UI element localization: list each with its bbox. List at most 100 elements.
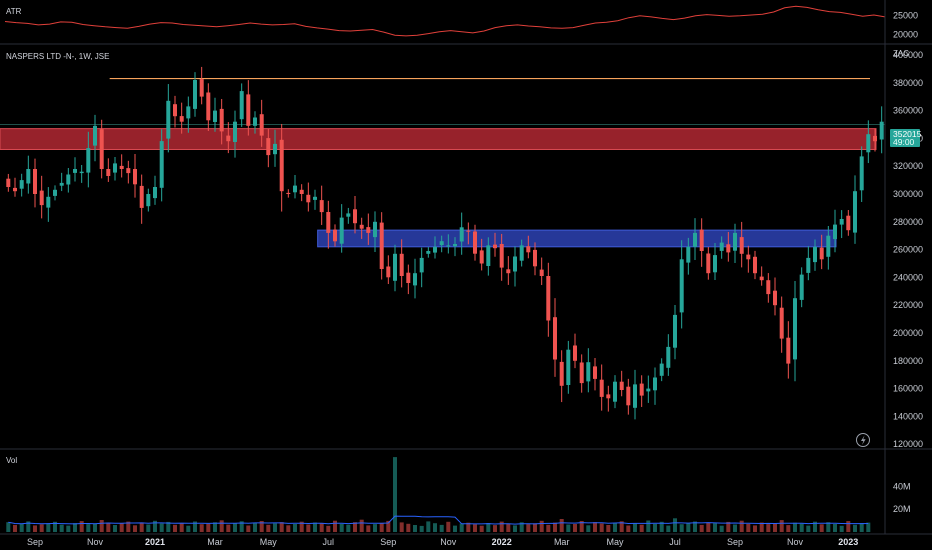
lightning-icon[interactable] (856, 433, 870, 447)
candle-body (13, 187, 17, 192)
volume-bar (133, 525, 137, 532)
candle-body (739, 237, 744, 254)
candle-body (599, 379, 604, 397)
candle-body (393, 253, 397, 281)
volume-title: Vol (6, 456, 17, 465)
candle (559, 350, 564, 403)
candle-body (499, 244, 504, 268)
candle (246, 80, 251, 136)
volume-bar (733, 524, 737, 532)
volume-bar (79, 521, 84, 532)
candle (739, 221, 744, 268)
candle-body (139, 185, 144, 208)
candle (499, 233, 504, 281)
candle (866, 120, 871, 164)
candle-body (253, 117, 257, 126)
candle-body (339, 217, 344, 244)
candle (853, 175, 857, 244)
candle-body (126, 168, 131, 174)
volume-bar (413, 525, 417, 532)
candle-body (6, 178, 11, 187)
candle-body (273, 143, 277, 155)
volume-bar (546, 524, 551, 532)
candle-body (639, 383, 644, 396)
candle (273, 129, 277, 167)
volume-bar (166, 521, 171, 532)
volume-bar (333, 520, 337, 532)
candle-body (79, 171, 84, 174)
volume-bar (826, 522, 831, 532)
atr-tick-label: 20000 (893, 29, 918, 39)
candle (46, 187, 51, 222)
candle (193, 72, 197, 117)
candle-body (579, 362, 584, 384)
volume-bar (266, 524, 271, 532)
candle (299, 184, 304, 202)
candle (93, 114, 97, 162)
candle-body (366, 227, 371, 233)
candle-body (519, 245, 524, 261)
time-axis-label: Nov (440, 537, 457, 547)
volume-bar (539, 520, 544, 532)
last-price-tag: 352015 49:00 (890, 129, 922, 147)
candle-body (239, 91, 244, 120)
volume-tick-label: 40M (893, 481, 911, 491)
volume-bar (813, 521, 817, 532)
candle (726, 231, 731, 262)
volume-bar (553, 522, 557, 532)
volume-bar (459, 523, 464, 532)
volume-bar (139, 522, 144, 532)
candle-body (699, 229, 704, 251)
candle (693, 218, 697, 261)
candle (613, 375, 617, 409)
volume-bar (386, 520, 391, 532)
candle (459, 212, 464, 255)
candle (286, 189, 291, 198)
volume-bar (466, 522, 471, 532)
price-tick-label: 240000 (893, 272, 923, 282)
candle-body (673, 314, 677, 348)
volume-bar (673, 518, 677, 532)
candle (433, 236, 437, 259)
candle (699, 218, 704, 267)
volume-bar (419, 525, 424, 532)
volume-bar (666, 525, 671, 532)
time-axis-label: Mar (207, 537, 223, 547)
candle-body (306, 194, 311, 203)
volume-bar (179, 523, 184, 532)
candle-body (226, 135, 231, 142)
candle-body (853, 191, 857, 233)
volume-bar (353, 522, 357, 532)
candle-body (566, 349, 571, 385)
candle-body (746, 254, 751, 260)
candle (633, 369, 637, 420)
last-price-value: 352015 (893, 129, 922, 139)
volume-bar (259, 521, 264, 532)
candle-body (193, 80, 197, 109)
lightning-icon-bolt (861, 435, 866, 445)
volume-bar (479, 525, 484, 532)
volume-bar (519, 522, 524, 532)
volume-bar (473, 524, 477, 532)
candle-body (753, 256, 757, 274)
candle (766, 273, 771, 303)
time-axis-label: 2023 (838, 537, 858, 547)
candle-body (819, 247, 824, 260)
volume-bar (39, 524, 44, 532)
candle-body (59, 182, 64, 186)
candle-body (799, 274, 804, 300)
candle-body (413, 273, 417, 286)
candle (713, 242, 717, 280)
candle (779, 296, 784, 353)
volume-bar (719, 525, 724, 532)
volume-bar (839, 525, 844, 532)
volume-bar (279, 522, 284, 532)
candle (19, 173, 24, 197)
candle-body (646, 388, 651, 392)
volume-bar (119, 523, 124, 532)
candle-body (399, 253, 404, 276)
candle (333, 224, 337, 247)
volume-bar (439, 524, 444, 532)
candle (226, 122, 231, 154)
price-tick-label: 220000 (893, 300, 923, 310)
